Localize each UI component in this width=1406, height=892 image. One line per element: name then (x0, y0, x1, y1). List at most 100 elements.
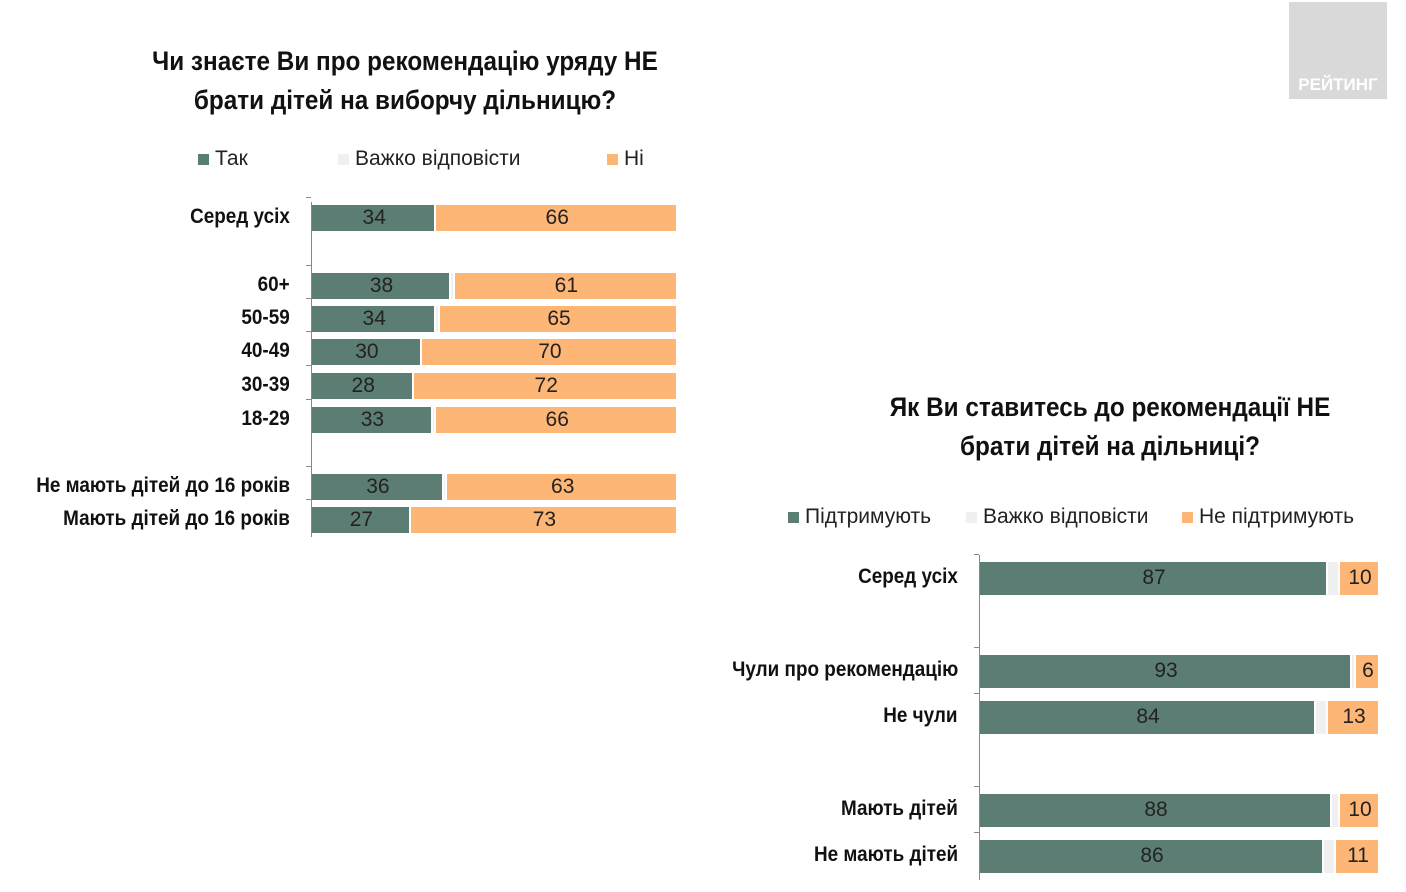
legend-swatch (338, 153, 349, 165)
rating-logo: РЕЙТИНГ (1289, 2, 1387, 99)
category-label: 30-39 (241, 373, 290, 396)
category-label: 60+ (257, 273, 290, 296)
legend-swatch (788, 511, 799, 523)
title-line: брати дітей на виборчу дільницю? (193, 85, 617, 115)
legend-label: Так (215, 147, 248, 170)
bar-no (1340, 793, 1380, 827)
bar-yes (980, 561, 1328, 595)
bar-no (440, 306, 678, 332)
data-label: 66 (545, 206, 569, 229)
bar-no (436, 407, 678, 433)
axis-tick (974, 692, 979, 694)
data-label: 72 (534, 374, 558, 397)
data-label: 66 (545, 408, 569, 431)
axis-tick (306, 298, 311, 299)
bar-yes (312, 507, 411, 533)
bar-no (1336, 839, 1380, 873)
category-label: Чули про рекомендацію (731, 658, 958, 681)
legend-swatch (1182, 511, 1193, 523)
legend-label: Важко відповісти (983, 505, 1149, 528)
bar-hard (1328, 561, 1340, 595)
axis-line (311, 202, 312, 537)
bar-no (1340, 561, 1380, 595)
data-label: 28 (351, 374, 375, 397)
data-label: 65 (547, 307, 571, 330)
bar-hard (451, 273, 455, 299)
legend-swatch (198, 153, 209, 165)
data-label: 87 (1142, 566, 1166, 589)
axis-tick (306, 399, 311, 400)
legend-label: Ні (624, 147, 644, 170)
bar-yes (312, 407, 433, 433)
bar-yes (980, 793, 1332, 827)
data-label: 93 (1154, 659, 1178, 682)
title-line: брати дітей на дільниці? (960, 431, 1260, 461)
category-label: 18-29 (241, 407, 290, 430)
bar-hard (1316, 700, 1328, 734)
legend-item: Важко відповісти (338, 147, 520, 171)
bar-hard (443, 474, 448, 500)
data-label: 10 (1348, 566, 1372, 589)
bar-no (410, 507, 678, 533)
category-label: Не мають дітей (813, 843, 958, 866)
bar-no (421, 339, 678, 365)
bar-hard (1332, 793, 1340, 827)
data-label: 70 (538, 340, 562, 363)
bar-no (1328, 700, 1380, 734)
category-label: Мають дітей (841, 797, 958, 820)
category-label: Не чули (883, 704, 958, 727)
data-label: 61 (554, 274, 579, 297)
legend-label: Важко відповісти (355, 147, 521, 170)
data-label: 33 (360, 408, 385, 431)
data-label: 27 (349, 508, 374, 531)
legend-swatch (607, 153, 618, 165)
data-label: 34 (362, 206, 386, 229)
data-label: 10 (1348, 798, 1372, 821)
legend-item: Ні (607, 147, 644, 171)
bar-yes (312, 373, 415, 399)
axis-line (979, 555, 980, 880)
data-label: 86 (1140, 844, 1164, 867)
data-label: 38 (369, 274, 394, 297)
data-label: 36 (366, 475, 390, 498)
title-line: Чи знаєте Ви про рекомендацію уряду НЕ (152, 46, 658, 76)
data-label: 63 (551, 475, 575, 498)
chart1-title: Чи знаєте Ви про рекомендацію уряду НЕ б… (131, 42, 680, 120)
category-label: Не мають дітей до 16 років (36, 474, 290, 497)
bar-yes (980, 700, 1316, 734)
bar-hard (1352, 654, 1356, 688)
data-label: 6 (1362, 659, 1374, 682)
legend-item: Важко відповісти (966, 505, 1148, 529)
category-label: Мають дітей до 16 років (63, 507, 290, 530)
bar-no (1356, 654, 1380, 688)
bar-yes (312, 474, 444, 500)
axis-tick (306, 331, 311, 332)
bar-yes (312, 339, 422, 365)
axis-tick (306, 466, 311, 467)
data-label: 13 (1342, 705, 1366, 728)
data-label: 84 (1136, 705, 1160, 728)
bar-yes (312, 273, 452, 299)
category-label: Серед усіх (190, 205, 290, 228)
category-label: Серед усіх (858, 565, 958, 588)
legend-swatch (966, 511, 977, 523)
chart2-title: Як Ви ставитесь до рекомендації НЕ брати… (849, 388, 1371, 466)
data-label: 88 (1144, 798, 1168, 821)
legend-label: Підтримують (805, 505, 932, 528)
axis-tick (974, 831, 979, 833)
legend-item: Не підтримують (1182, 505, 1354, 529)
bar-yes (980, 839, 1324, 873)
category-label: 50-59 (241, 306, 290, 329)
bar-yes (312, 205, 437, 231)
bar-hard (1324, 839, 1336, 873)
data-label: 30 (355, 340, 379, 363)
axis-tick (306, 197, 311, 198)
data-label: 34 (362, 307, 386, 330)
bar-no (447, 474, 678, 500)
title-line: Як Ви ставитесь до рекомендації НЕ (889, 392, 1331, 422)
bar-hard (436, 306, 441, 332)
bar-no (454, 273, 678, 299)
bar-yes (980, 654, 1352, 688)
data-label: 11 (1347, 844, 1369, 867)
bar-no (436, 205, 678, 231)
